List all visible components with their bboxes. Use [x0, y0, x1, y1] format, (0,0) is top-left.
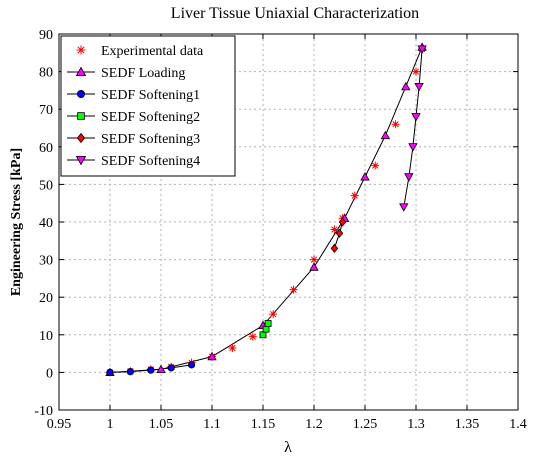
data-point — [262, 325, 270, 333]
data-point — [335, 228, 344, 238]
x-tick-label: 1.4 — [509, 417, 527, 432]
legend-marker — [77, 112, 85, 120]
data-point — [371, 161, 380, 170]
legend-label: SEDF Softening3 — [101, 132, 200, 147]
data-point — [330, 243, 339, 253]
data-point — [360, 172, 370, 181]
y-tick-label: 20 — [39, 291, 53, 306]
data-point — [401, 81, 411, 91]
x-tick-label: 1 — [107, 417, 114, 432]
legend-label: Experimental data — [101, 44, 204, 59]
y-tick-label: 60 — [39, 141, 53, 156]
legend-marker — [75, 66, 87, 76]
series-sedf-softening3 — [330, 217, 347, 253]
y-tick-label: 0 — [46, 366, 53, 381]
data-point — [391, 120, 400, 129]
data-point — [289, 285, 298, 294]
x-tick-label: 1.05 — [149, 417, 174, 432]
data-point — [207, 351, 217, 361]
data-point — [380, 130, 391, 140]
legend-marker — [76, 132, 86, 144]
data-marks — [105, 42, 427, 377]
data-point — [408, 143, 418, 152]
x-tick-label: 1.1 — [203, 417, 221, 432]
data-point — [417, 45, 427, 54]
series-sedf-softening1 — [106, 361, 196, 376]
x-tick-label: 1.35 — [455, 417, 480, 432]
data-point — [156, 364, 166, 373]
y-tick-label: 80 — [39, 66, 53, 81]
y-tick-label: -10 — [34, 404, 53, 419]
legend-label: SEDF Softening2 — [101, 110, 200, 125]
legend-marker — [77, 90, 86, 99]
x-tick-label: 1.2 — [305, 417, 323, 432]
series-sedf-softening4 — [399, 45, 427, 212]
x-tick-label: 0.95 — [47, 417, 72, 432]
data-point — [147, 366, 155, 374]
chart-title: Liver Tissue Uniaxial Characterization — [171, 5, 419, 22]
x-axis-ticks: 0.95 1 1.05 1.1 1.15 1.2 1.25 1.3 1.35 1.4 — [47, 34, 527, 432]
data-point — [248, 332, 257, 341]
data-point — [106, 368, 114, 376]
curve-sedf-loading — [109, 47, 423, 373]
data-point — [228, 343, 237, 352]
data-point — [412, 67, 420, 76]
y-tick-label: 90 — [39, 28, 53, 43]
data-point — [414, 83, 424, 92]
data-point — [310, 255, 318, 264]
series-sedf-loading — [105, 42, 427, 377]
data-point — [399, 203, 409, 212]
legend-box — [60, 35, 236, 177]
x-tick-label: 1.15 — [251, 417, 276, 432]
series-sedf-softening2 — [259, 320, 272, 339]
x-tick-label: 1.25 — [353, 417, 378, 432]
data-point — [259, 331, 267, 339]
y-tick-label: 10 — [39, 329, 53, 344]
legend-marker — [75, 155, 87, 166]
legend-marker — [76, 45, 86, 55]
y-axis-ticks: -10 0 10 20 30 40 50 60 70 80 90 — [34, 28, 518, 419]
data-point — [126, 368, 134, 376]
data-point — [188, 361, 196, 369]
data-point — [309, 262, 319, 271]
x-axis-label: λ — [284, 439, 292, 456]
y-tick-label: 40 — [39, 216, 53, 231]
data-point — [264, 320, 272, 327]
data-point — [338, 217, 347, 227]
data-point — [411, 113, 421, 122]
data-point — [167, 364, 175, 372]
legend-label: SEDF Softening1 — [101, 88, 200, 103]
legend: Experimental data SEDF Loading SEDF Soften… — [60, 35, 236, 177]
y-tick-label: 30 — [39, 254, 53, 269]
legend-label: SEDF Softening4 — [101, 154, 200, 169]
y-tick-label: 70 — [39, 103, 53, 118]
y-tick-label: 50 — [39, 178, 53, 193]
data-point — [350, 191, 359, 200]
data-point — [269, 310, 278, 319]
data-point — [404, 173, 414, 182]
x-tick-label: 1.3 — [407, 417, 425, 432]
y-axis-label: Engineering Stress [kPa] — [9, 148, 24, 296]
data-point — [330, 225, 339, 234]
curve-sedf-softening4 — [403, 48, 423, 208]
legend-label: SEDF Loading — [101, 66, 185, 81]
